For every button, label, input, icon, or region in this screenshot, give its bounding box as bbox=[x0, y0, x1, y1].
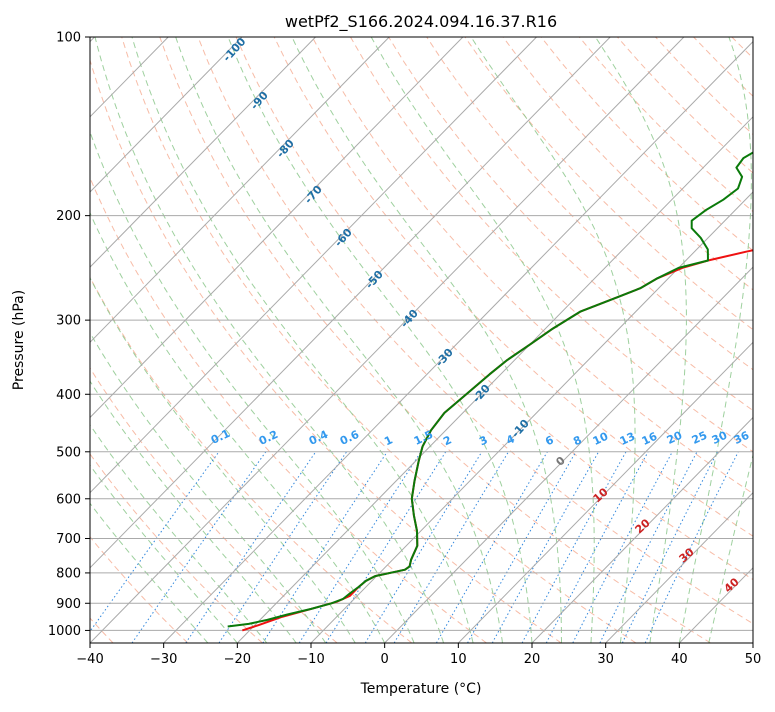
y-axis-label: Pressure (hPa) bbox=[11, 290, 27, 390]
x-tick-label: 40 bbox=[671, 652, 688, 667]
y-tick-label: 400 bbox=[56, 388, 81, 403]
x-tick-label: −20 bbox=[224, 652, 251, 667]
y-tick-label: 200 bbox=[56, 209, 81, 224]
y-tick-label: 700 bbox=[56, 532, 81, 547]
x-tick-label: −10 bbox=[297, 652, 324, 667]
chart-title: wetPf2_S166.2024.094.16.37.R16 bbox=[285, 12, 557, 32]
x-tick-label: 10 bbox=[450, 652, 467, 667]
x-tick-label: 30 bbox=[597, 652, 614, 667]
x-axis-label: Temperature (°C) bbox=[360, 681, 482, 697]
y-tick-label: 1000 bbox=[48, 624, 81, 639]
y-tick-label: 600 bbox=[56, 492, 81, 507]
y-tick-label: 800 bbox=[56, 566, 81, 581]
x-tick-label: −40 bbox=[76, 652, 103, 667]
x-tick-label: −30 bbox=[150, 652, 177, 667]
y-tick-label: 900 bbox=[56, 597, 81, 612]
y-tick-label: 300 bbox=[56, 314, 81, 329]
x-tick-label: 50 bbox=[745, 652, 762, 667]
x-tick-label: 0 bbox=[381, 652, 389, 667]
y-tick-label: 100 bbox=[56, 31, 81, 46]
y-tick-label: 500 bbox=[56, 445, 81, 460]
x-tick-label: 20 bbox=[524, 652, 541, 667]
